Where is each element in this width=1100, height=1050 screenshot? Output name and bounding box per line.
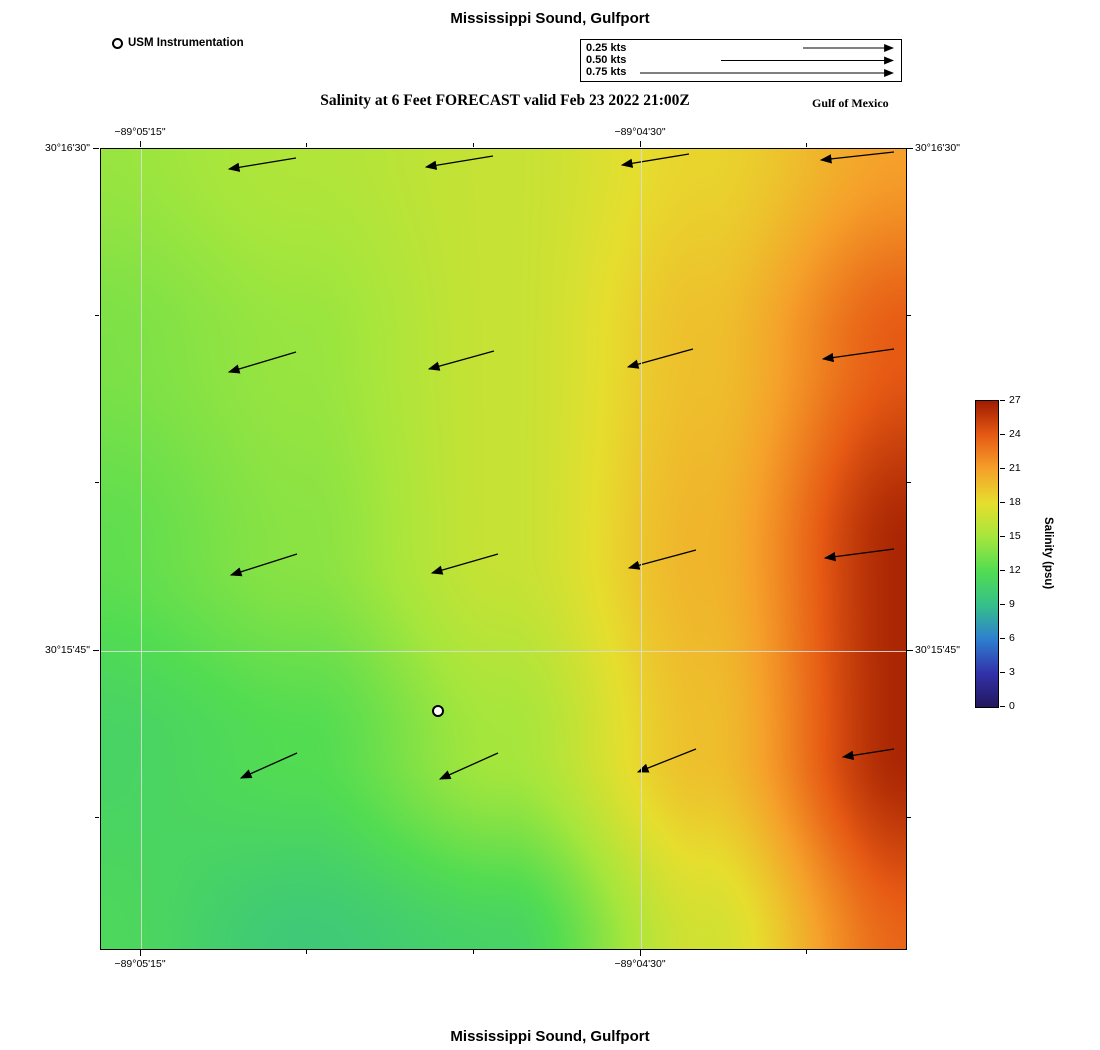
colorbar-tick	[1000, 501, 1005, 503]
axis-tick	[639, 950, 641, 956]
colorbar-tick	[1000, 603, 1005, 605]
colorbar-tick	[1000, 467, 1005, 469]
axis-tick-label: 30°15'45"	[915, 644, 960, 656]
axis-tick-label: 30°16'30"	[45, 142, 90, 154]
axis-tick	[472, 950, 474, 954]
axis-tick	[95, 816, 99, 818]
grid-line-horizontal	[101, 650, 906, 652]
axis-tick	[95, 482, 99, 484]
scale-label-025: 0.25 kts	[586, 42, 627, 54]
colorbar-tick	[1000, 433, 1005, 435]
station-legend-label: USM Instrumentation	[128, 37, 244, 49]
axis-tick	[907, 147, 913, 149]
axis-tick-label: −89°04'30"	[614, 958, 666, 970]
colorbar-tick-label: 12	[1009, 563, 1021, 576]
grid-line-vertical	[140, 149, 142, 949]
axis-tick	[93, 649, 99, 651]
salinity-field-canvas	[101, 149, 906, 949]
axis-tick	[907, 816, 911, 818]
axis-tick	[907, 482, 911, 484]
scale-arrows	[640, 44, 894, 77]
plot-title-top: Mississippi Sound, Gulfport	[450, 10, 650, 27]
region-label: Gulf of Mexico	[812, 96, 889, 110]
axis-tick	[139, 950, 141, 956]
colorbar-tick-label: 15	[1009, 529, 1021, 542]
scale-label-075: 0.75 kts	[586, 66, 627, 78]
station-marker	[432, 705, 444, 717]
axis-tick	[907, 649, 913, 651]
colorbar-tick-label: 21	[1009, 461, 1021, 474]
axis-tick	[472, 143, 474, 147]
colorbar-tick-label: 3	[1009, 665, 1015, 678]
axis-tick	[306, 143, 308, 147]
axis-tick	[95, 314, 99, 316]
scale-label-050: 0.50 kts	[586, 54, 627, 66]
axis-tick	[907, 314, 911, 316]
axis-tick-label: 30°16'30"	[915, 142, 960, 154]
map-area	[100, 148, 907, 950]
axis-tick	[806, 143, 808, 147]
colorbar-tick-label: 6	[1009, 631, 1015, 644]
axis-tick	[639, 141, 641, 147]
colorbar-tick-label: 18	[1009, 495, 1021, 508]
station-legend: USM Instrumentation	[112, 37, 244, 49]
colorbar-axis-label: Salinity (psu)	[1042, 516, 1054, 590]
colorbar-tick	[1000, 637, 1005, 639]
colorbar-tick-label: 0	[1009, 699, 1015, 712]
colorbar-tick	[1000, 569, 1005, 571]
axis-tick	[139, 141, 141, 147]
grid-line-vertical	[640, 149, 642, 949]
station-marker-icon	[112, 37, 123, 49]
colorbar-tick-label: 9	[1009, 597, 1015, 610]
scale-arrows-svg	[640, 44, 894, 77]
current-scale-legend: 0.25 kts 0.50 kts 0.75 kts	[580, 39, 902, 82]
colorbar-tick	[1000, 705, 1005, 707]
colorbar-tick-label: 27	[1009, 393, 1021, 406]
axis-tick-label: −89°05'15"	[114, 126, 166, 138]
colorbar-tick	[1000, 535, 1005, 537]
colorbar-tick	[1000, 671, 1005, 673]
axis-tick	[306, 950, 308, 954]
plot-subtitle: Salinity at 6 Feet FORECAST valid Feb 23…	[320, 92, 690, 109]
axis-tick-label: −89°04'30"	[614, 126, 666, 138]
plot-title-bottom: Mississippi Sound, Gulfport	[450, 1028, 650, 1045]
axis-tick-label: −89°05'15"	[114, 958, 166, 970]
axis-tick-label: 30°15'45"	[45, 644, 90, 656]
colorbar-tick-label: 24	[1009, 427, 1021, 440]
colorbar	[975, 400, 999, 708]
axis-tick	[93, 147, 99, 149]
axis-tick	[806, 950, 808, 954]
colorbar-tick	[1000, 399, 1005, 401]
